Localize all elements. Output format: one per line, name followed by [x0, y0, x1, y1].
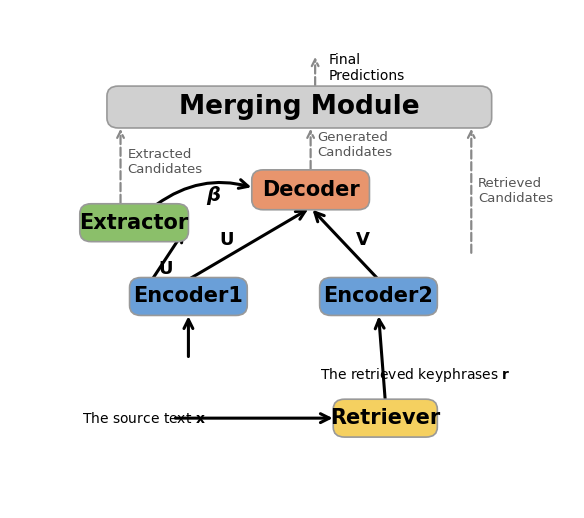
Text: U: U: [158, 260, 173, 278]
Text: Decoder: Decoder: [262, 180, 360, 200]
Text: U: U: [220, 231, 234, 249]
Text: The retrieved keyphrases $\mathbf{r}$: The retrieved keyphrases $\mathbf{r}$: [319, 366, 510, 384]
Text: V: V: [356, 231, 370, 249]
Text: Extractor: Extractor: [79, 213, 189, 233]
FancyBboxPatch shape: [80, 204, 189, 241]
Text: Extracted
Candidates: Extracted Candidates: [127, 148, 203, 176]
Text: Final
Predictions: Final Predictions: [329, 53, 405, 83]
Text: Retriever: Retriever: [330, 408, 440, 428]
Text: Encoder1: Encoder1: [134, 286, 244, 307]
Text: Retrieved
Candidates: Retrieved Candidates: [478, 177, 553, 205]
FancyBboxPatch shape: [319, 278, 437, 315]
Text: The source text $\mathbf{x}$: The source text $\mathbf{x}$: [82, 411, 206, 426]
FancyBboxPatch shape: [333, 399, 437, 437]
Text: Encoder2: Encoder2: [324, 286, 433, 307]
FancyBboxPatch shape: [107, 86, 492, 128]
Text: Merging Module: Merging Module: [179, 94, 420, 120]
Text: $\boldsymbol{\beta}$: $\boldsymbol{\beta}$: [206, 184, 221, 207]
Text: Generated
Candidates: Generated Candidates: [318, 131, 392, 159]
FancyBboxPatch shape: [130, 278, 247, 315]
FancyBboxPatch shape: [252, 170, 370, 210]
